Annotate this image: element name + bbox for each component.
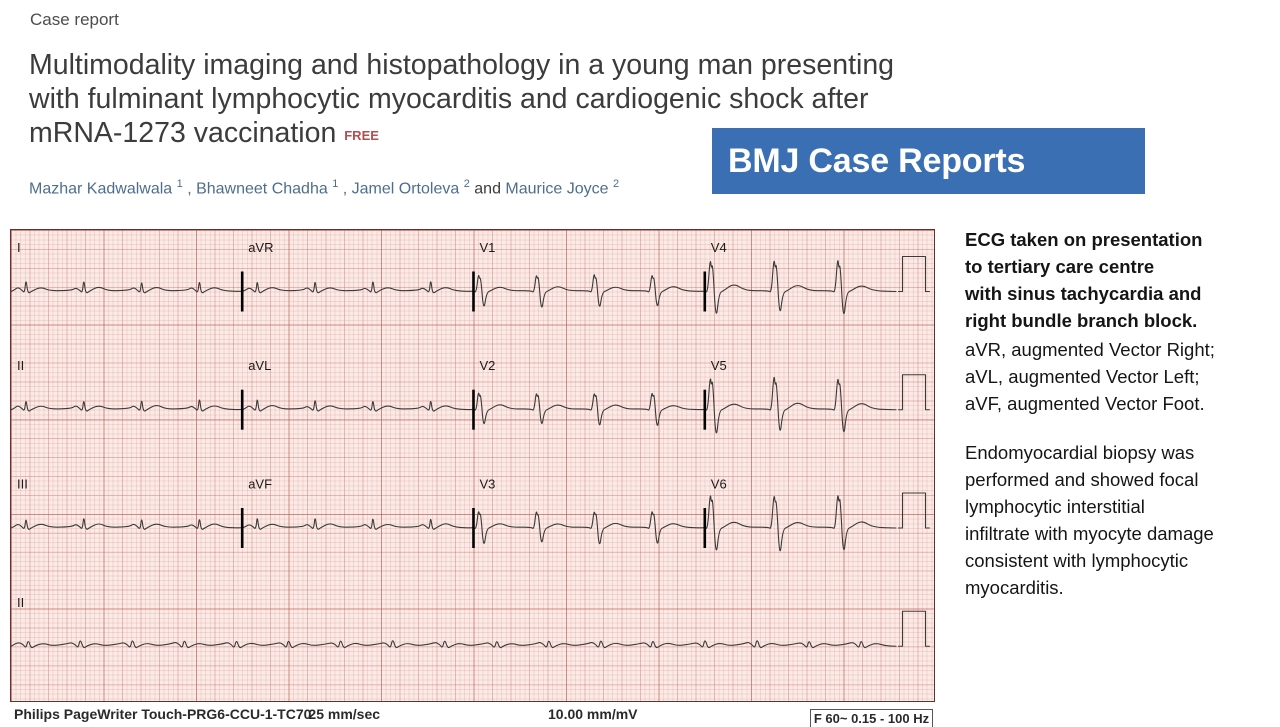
svg-text:I: I [17, 240, 21, 255]
svg-text:II: II [17, 358, 24, 373]
svg-text:II: II [17, 595, 24, 610]
svg-text:V5: V5 [711, 358, 727, 373]
svg-text:aVR: aVR [248, 240, 273, 255]
svg-text:V4: V4 [711, 240, 727, 255]
svg-text:V1: V1 [480, 240, 496, 255]
svg-text:V2: V2 [480, 358, 496, 373]
svg-text:V3: V3 [480, 477, 496, 492]
svg-text:aVF: aVF [248, 477, 272, 492]
svg-text:III: III [17, 477, 28, 492]
svg-text:aVL: aVL [248, 358, 271, 373]
svg-text:V6: V6 [711, 477, 727, 492]
